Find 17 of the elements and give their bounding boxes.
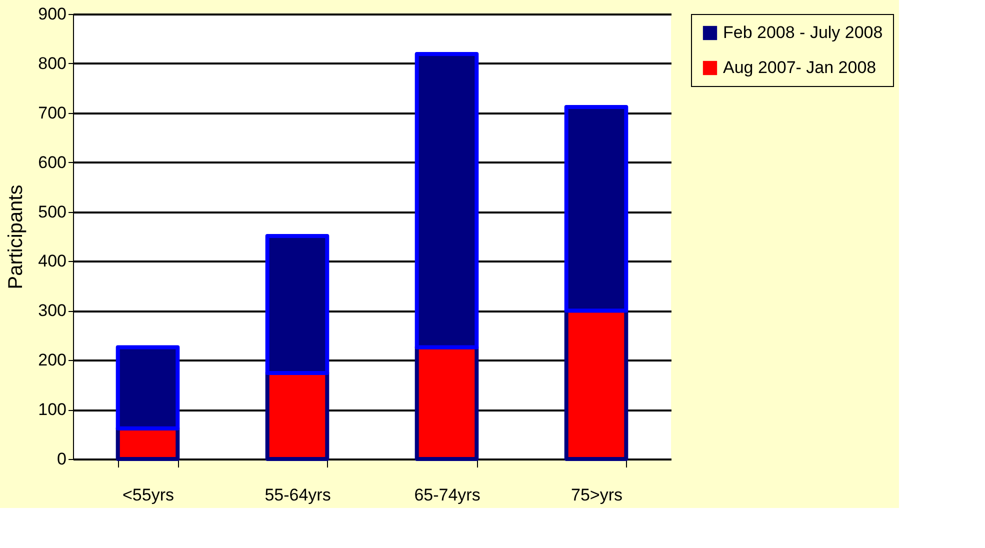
y-tick-label: 600 (38, 152, 66, 172)
y-tick-label: 300 (38, 301, 66, 320)
x-tick-label: 75>yrs (571, 486, 622, 504)
y-tick-label: 200 (38, 350, 66, 370)
legend-label: Aug 2007- Jan 2008 (723, 58, 876, 77)
x-tick-label: <55yrs (122, 486, 174, 504)
y-tick-label: 900 (38, 4, 66, 24)
y-tick-label: 0 (57, 450, 66, 468)
y-tick-label: 100 (38, 400, 66, 420)
y-axis-title: Participants (5, 184, 28, 290)
x-tick-label: 55-64yrs (264, 486, 331, 504)
x-tick-label: 65-74yrs (414, 486, 480, 504)
y-tick-label: 800 (38, 54, 66, 73)
y-tick-label: 700 (38, 103, 66, 122)
y-tick-label: 400 (38, 252, 66, 271)
legend-label: Feb 2008 - July 2008 (723, 23, 883, 42)
y-tick-label: 500 (38, 202, 66, 222)
